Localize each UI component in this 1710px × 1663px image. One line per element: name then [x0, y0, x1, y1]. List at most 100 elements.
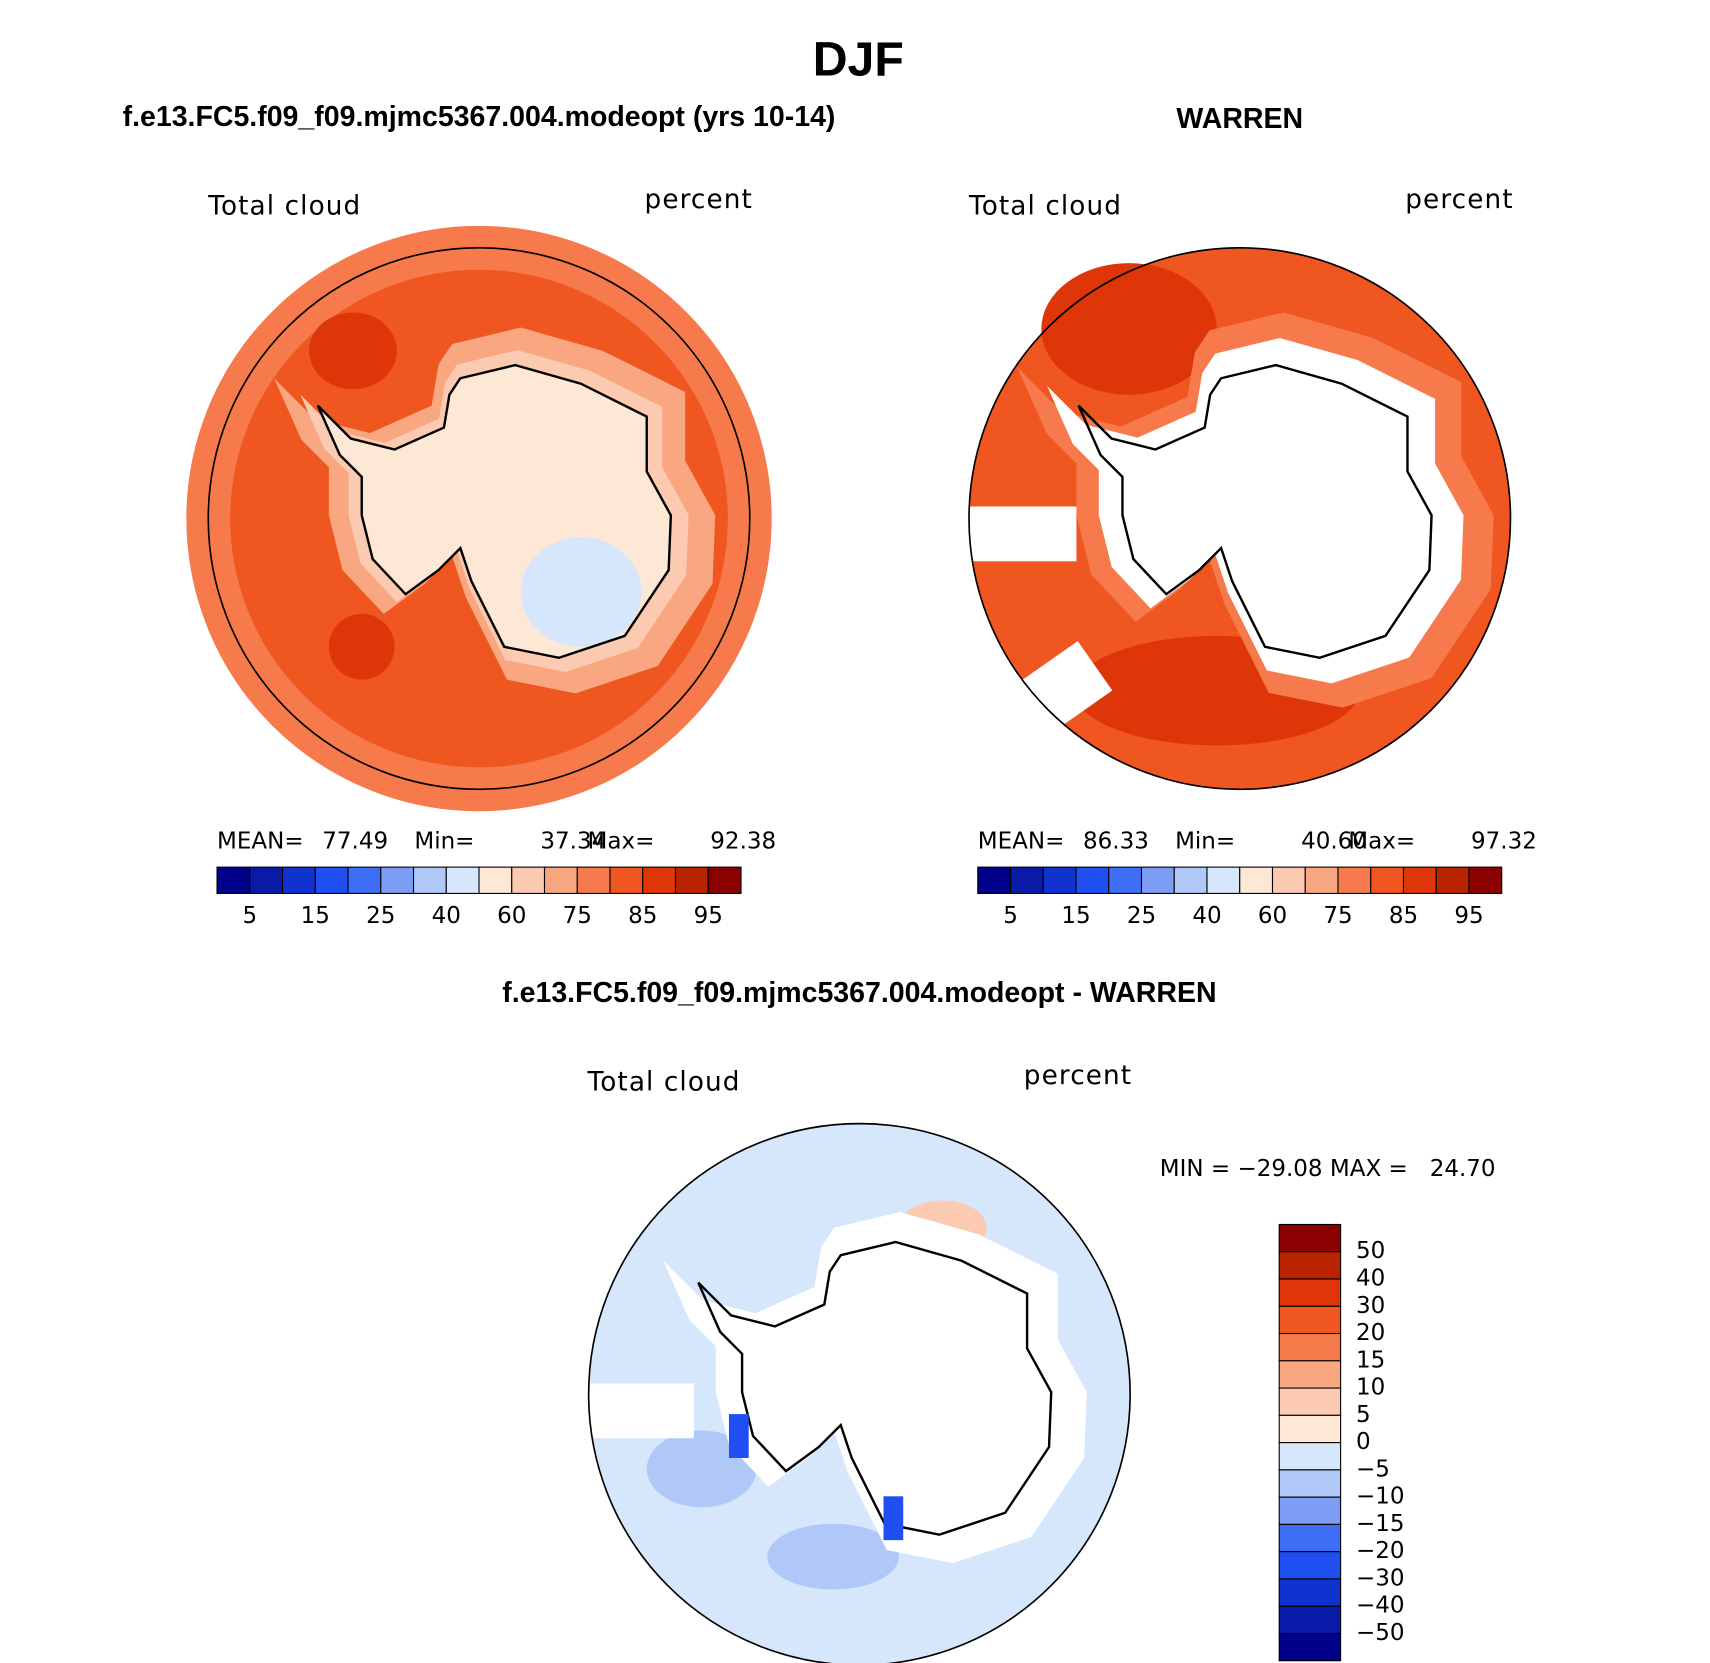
colorbar-box [1278, 1332, 1342, 1362]
colorbar-label: 15 [1061, 903, 1090, 929]
colorbar-box [1108, 866, 1143, 894]
stat-value: 86.33 [1083, 828, 1149, 854]
colorbar-box [445, 866, 480, 894]
figure-title: DJF [813, 32, 904, 86]
map [587, 1122, 1131, 1663]
colorbar-label: 5 [1003, 903, 1018, 929]
colorbar-box [1206, 866, 1241, 894]
missing-data [589, 1383, 694, 1439]
map-border [968, 246, 1512, 791]
colorbar-box [1370, 866, 1405, 894]
colorbar-label: 40 [1192, 903, 1221, 929]
map-region [328, 613, 395, 680]
panel-title: f.e13.FC5.f09_f09.mjmc5367.004.modeopt (… [123, 101, 836, 133]
colorbar-box [1278, 1632, 1342, 1662]
colorbar-label: 95 [1454, 903, 1483, 929]
colorbar-box [1278, 1578, 1342, 1607]
colorbar-box [1278, 1305, 1342, 1335]
colorbar-box [1435, 866, 1470, 894]
colorbar-box [478, 866, 513, 894]
colorbar-box [380, 866, 415, 894]
colorbar-label: 5 [242, 903, 257, 929]
colorbar-label: −20 [1356, 1538, 1405, 1564]
missing-data [1014, 641, 1113, 735]
colorbar-box [1042, 866, 1077, 894]
colorbar-box [1278, 1523, 1342, 1553]
map-region [309, 312, 397, 390]
colorbar-box [511, 866, 546, 894]
colorbar-box [1278, 1605, 1342, 1635]
colorbar-label: 85 [628, 903, 657, 929]
map-region [883, 1496, 904, 1541]
colorbar-box [314, 866, 349, 894]
colorbar-box [1271, 866, 1306, 894]
colorbar-box [347, 866, 382, 894]
colorbar-label: −50 [1356, 1620, 1405, 1646]
stat-value: 97.32 [1471, 828, 1537, 854]
colorbar-label: 25 [366, 903, 395, 929]
colorbar-label: 95 [694, 903, 723, 929]
colorbar-label: 60 [1258, 903, 1287, 929]
colorbar-box [249, 866, 284, 894]
colorbar-box [642, 866, 677, 894]
colorbar-box [1304, 866, 1339, 894]
colorbar-box [707, 866, 742, 894]
map [186, 225, 772, 812]
colorbar-label: 50 [1356, 1238, 1385, 1264]
colorbar-label: 15 [1356, 1347, 1385, 1373]
colorbar-label: −5 [1356, 1456, 1390, 1482]
colorbar-box [216, 866, 251, 894]
map-region [1041, 263, 1217, 395]
colorbar-label: 20 [1356, 1320, 1385, 1346]
stats: MIN = −29.08 MAX = 24.70 [1160, 1156, 1496, 1182]
colorbar-label: 30 [1356, 1293, 1385, 1319]
map-region [728, 1414, 749, 1458]
stat-label: Min= [1175, 828, 1235, 854]
colorbar-box [1278, 1387, 1342, 1416]
field-label: Total cloud [207, 192, 361, 222]
field-label: Total cloud [587, 1068, 741, 1098]
map-region [767, 1523, 899, 1590]
colorbar-box [1278, 1551, 1342, 1580]
missing-data [969, 506, 1077, 562]
colorbar-box [1337, 866, 1372, 894]
field-label: Total cloud [968, 192, 1122, 222]
panel-title: WARREN [1176, 103, 1303, 135]
colorbar-box [1278, 1496, 1342, 1525]
colorbar-label: −10 [1356, 1484, 1405, 1510]
colorbar-box [1402, 866, 1437, 894]
stat-label: Min= [414, 828, 474, 854]
colorbar-label: 5 [1356, 1402, 1371, 1428]
map-region [520, 537, 642, 647]
colorbar-box [1140, 866, 1175, 894]
colorbar-box [1278, 1469, 1342, 1498]
panel-title: f.e13.FC5.f09_f09.mjmc5367.004.modeopt -… [502, 977, 1216, 1009]
colorbar-box [281, 866, 316, 894]
colorbar-box [1173, 866, 1208, 894]
colorbar-label: −15 [1356, 1511, 1405, 1537]
colorbar-box [1075, 866, 1110, 894]
colorbar-label: 10 [1356, 1375, 1385, 1401]
stat-value: 37.34 [540, 828, 606, 854]
map-border [207, 246, 751, 791]
units-label: percent [1024, 1061, 1132, 1091]
colorbar-label: −40 [1356, 1593, 1405, 1619]
colorbar-label: −30 [1356, 1565, 1405, 1591]
stat-value: 77.49 [322, 828, 388, 854]
colorbar-box [1278, 1442, 1342, 1471]
colorbar-box [1278, 1278, 1342, 1307]
stat-label: Max= [1348, 828, 1415, 854]
stat-label: MEAN= [217, 828, 304, 854]
colorbar-box [977, 866, 1012, 894]
units-label: percent [645, 185, 753, 215]
map-border [587, 1122, 1131, 1663]
colorbar-label: 40 [1356, 1266, 1385, 1292]
colorbar-box [609, 866, 644, 894]
colorbar-box [543, 866, 578, 894]
stat-value: 92.38 [710, 828, 776, 854]
colorbar-box [674, 866, 709, 894]
colorbar-box [1468, 866, 1503, 894]
